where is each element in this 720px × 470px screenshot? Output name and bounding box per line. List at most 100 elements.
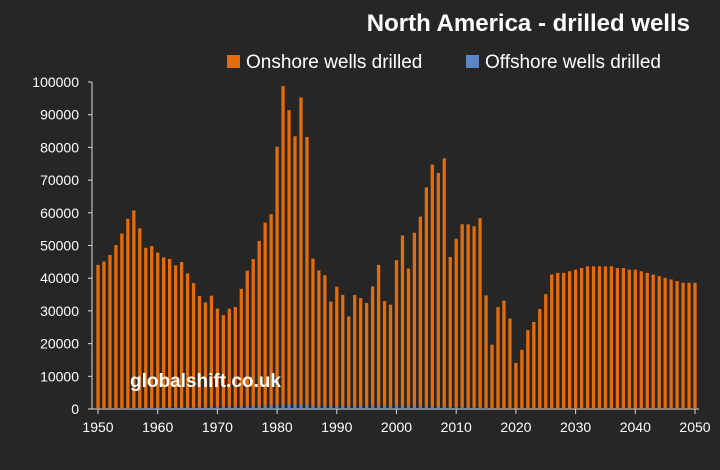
bar-offshore-1975 [245,406,249,409]
bar-offshore-1988 [323,406,327,409]
y-tick-label: 50000 [40,238,79,254]
bar-onshore-1984 [299,97,303,405]
bar-offshore-1956 [132,408,136,409]
bar-offshore-1961 [162,407,166,409]
bar-offshore-1983 [293,404,297,409]
bar-onshore-2001 [400,235,405,406]
bar-onshore-2015 [484,295,488,409]
y-tick-label: 70000 [40,172,79,188]
y-axis: 0 10000 20000 30000 40000 50000 60000 70000 8000… [32,74,93,417]
bar-onshore-2008 [442,158,446,407]
bar-onshore-2012 [466,224,470,408]
bar-offshore-1979 [269,405,273,409]
bar-onshore-1978 [263,222,267,406]
bar-onshore-2037 [615,267,620,409]
bar-onshore-1965 [185,273,190,408]
bar-onshore-2025 [544,294,548,409]
bar-offshore-1992 [347,406,351,409]
bar-onshore-1981 [281,85,285,405]
bar-onshore-1970 [215,308,220,407]
bar-onshore-2026 [550,274,554,409]
bar-onshore-1976 [251,259,255,407]
x-tick-label: 2030 [560,419,591,435]
bar-offshore-1981 [281,404,285,409]
bar-onshore-2028 [562,272,566,409]
bar-offshore-2003 [412,406,417,409]
bar-offshore-1991 [341,406,345,409]
bar-offshore-1970 [215,406,220,409]
bar-onshore-2011 [460,224,464,408]
bar-onshore-1950 [96,264,100,409]
x-tick-label: 2010 [441,419,472,435]
bar-offshore-1966 [191,407,196,409]
bar-offshore-1965 [185,407,190,409]
bar-onshore-2000 [394,260,399,406]
bar-onshore-2032 [585,266,590,409]
bar-onshore-2036 [609,266,614,409]
y-tick-label: 60000 [40,205,79,221]
bar-onshore-2007 [436,172,440,407]
bar-offshore-2010 [454,407,458,409]
x-axis: 1950 1960 1970 1980 1990 2000 2010 2020 2030 2040… [82,408,711,435]
bar-onshore-2031 [579,267,584,409]
bar-onshore-2004 [418,216,423,407]
offshore-series [96,404,697,409]
bar-onshore-2005 [424,187,428,407]
bar-offshore-1968 [203,407,208,409]
x-tick-label: 1960 [142,419,173,435]
bar-onshore-1996 [370,286,375,406]
watermark-text: globalshift.co.uk [130,371,281,392]
bar-onshore-1995 [365,302,369,406]
bar-offshore-2011 [460,407,464,409]
bar-onshore-1985 [305,136,309,406]
bar-onshore-2038 [621,267,626,409]
bar-onshore-1956 [132,210,136,409]
y-tick-label: 10000 [40,368,79,384]
bar-onshore-1992 [347,316,351,407]
bar-onshore-2009 [448,256,452,408]
bar-offshore-1955 [126,408,130,409]
x-tick-label: 2020 [500,419,531,435]
bar-offshore-1971 [221,406,226,409]
bar-offshore-1974 [239,406,243,409]
bar-onshore-1964 [179,262,184,408]
x-tick-label: 2040 [620,419,651,435]
bar-onshore-2033 [591,266,596,409]
legend-label-onshore: Onshore wells drilled [246,52,422,73]
bar-onshore-2044 [657,276,661,409]
bar-offshore-1989 [329,406,333,409]
bar-onshore-1959 [150,246,154,408]
bar-offshore-1994 [359,406,363,409]
bar-offshore-1960 [156,407,160,409]
bar-offshore-1996 [370,405,375,409]
bar-onshore-2034 [597,266,602,409]
bar-offshore-2015 [484,408,488,409]
legend-swatch-offshore [466,55,479,68]
bar-onshore-1988 [323,275,327,407]
bar-onshore-1994 [359,298,363,407]
bar-offshore-1958 [144,408,148,409]
bar-onshore-2050 [693,282,697,409]
bar-onshore-2027 [556,272,560,409]
bar-onshore-1990 [335,286,339,407]
bar-onshore-1969 [209,295,214,407]
bar-onshore-2020 [514,362,518,409]
bar-onshore-2006 [430,164,434,407]
bar-onshore-2040 [633,269,637,409]
bar-onshore-2046 [669,279,673,409]
bar-offshore-1982 [287,404,291,409]
bar-offshore-2005 [424,406,428,409]
bar-offshore-1962 [167,407,172,409]
x-tick-label: 1970 [202,419,233,435]
bar-offshore-1957 [138,408,142,409]
bar-onshore-2039 [627,269,631,409]
bar-onshore-1977 [257,240,261,407]
bar-onshore-2017 [496,307,500,409]
bar-offshore-2009 [448,407,452,409]
chart-title: North America - drilled wells [367,10,690,37]
bar-onshore-1952 [108,254,112,409]
legend-label-offshore: Offshore wells drilled [485,52,661,73]
bar-onshore-2018 [502,300,506,409]
bar-offshore-1986 [311,405,315,409]
x-tick-label: 1980 [262,419,293,435]
